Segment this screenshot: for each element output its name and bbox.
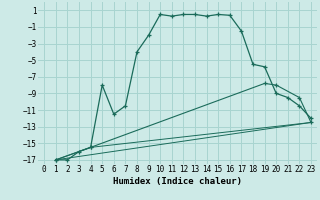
X-axis label: Humidex (Indice chaleur): Humidex (Indice chaleur)	[113, 177, 242, 186]
